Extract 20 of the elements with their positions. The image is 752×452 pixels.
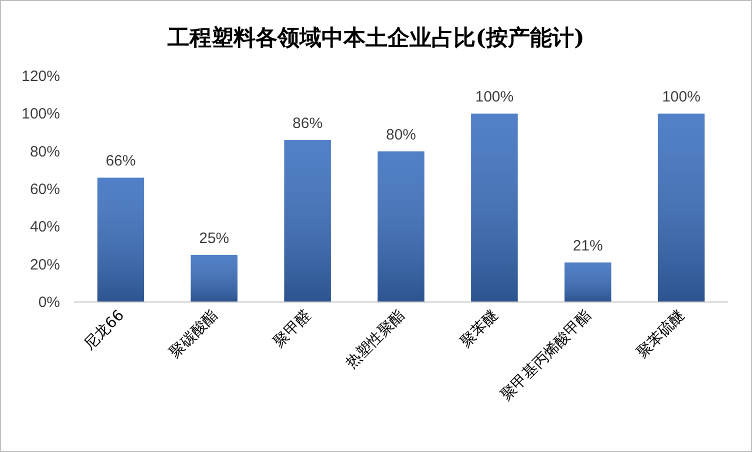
data-label: 25%	[199, 230, 230, 247]
data-label: 100%	[662, 88, 700, 106]
x-tick-label: 热塑性聚酯	[342, 306, 408, 372]
y-tick-label: 100%	[22, 106, 60, 123]
x-tick-label: 聚甲醛	[270, 306, 314, 351]
y-tick-label: 80%	[30, 143, 60, 160]
data-label: 21%	[572, 237, 603, 254]
y-tick-label: 0%	[38, 294, 60, 311]
data-label: 80%	[386, 126, 416, 144]
y-tick-label: 20%	[30, 256, 60, 274]
x-tick-label: 聚碳酸酯	[166, 306, 221, 362]
data-label: 66%	[106, 152, 136, 170]
data-label: 100%	[475, 88, 514, 106]
x-tick-label: 尼龙66	[80, 306, 128, 354]
y-tick-label: 60%	[30, 181, 60, 198]
y-tick-label: 40%	[30, 218, 60, 236]
chart-title: 工程塑料各领域中本土企业占比(按产能计)	[166, 25, 584, 51]
data-label: 86%	[292, 115, 323, 132]
x-tick-label: 聚苯硫醚	[632, 306, 688, 362]
y-tick-label: 120%	[22, 68, 60, 85]
